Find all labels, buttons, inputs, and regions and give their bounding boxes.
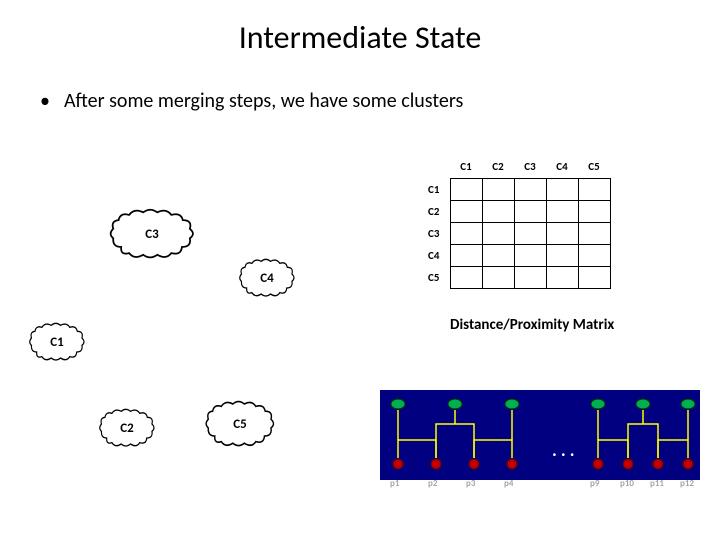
dendro-leaf-label: p4 [504, 478, 513, 489]
matrix-col-header: C2 [482, 156, 514, 178]
matrix-cell [450, 200, 482, 222]
dendro-leaf-label: p3 [466, 478, 475, 489]
matrix-cell [482, 222, 514, 244]
matrix-cell [514, 222, 546, 244]
matrix-cell [450, 266, 482, 288]
matrix-cell [482, 244, 514, 266]
dendrogram: . . . p1 p2 p3 p4 p9 p10 p11 p12 [380, 390, 700, 500]
dendro-leaf-label: p1 [390, 478, 399, 489]
dendro-leaf-label: p2 [428, 478, 437, 489]
matrix-cell [578, 222, 610, 244]
matrix-cell [546, 178, 578, 200]
matrix-cell [546, 244, 578, 266]
matrix-cell [514, 266, 546, 288]
matrix-cell [514, 178, 546, 200]
dendro-ellipsis: . . . [552, 439, 575, 461]
matrix-cell [450, 222, 482, 244]
matrix-col-header: C5 [578, 156, 610, 178]
matrix-col-header: C1 [450, 156, 482, 178]
cluster-c4: C4 [238, 258, 296, 298]
cluster-c1: C1 [28, 322, 86, 362]
matrix-cell [450, 178, 482, 200]
matrix-cell [546, 266, 578, 288]
matrix-cell [482, 200, 514, 222]
cluster-c2: C2 [98, 408, 156, 448]
matrix-cell [578, 178, 610, 200]
matrix-col-header: C4 [546, 156, 578, 178]
matrix-cell [514, 244, 546, 266]
matrix-cell [578, 200, 610, 222]
bullet-text: After some merging steps, we have some c… [64, 89, 463, 113]
dendro-leaf-label: p12 [680, 478, 694, 489]
matrix-cell [482, 266, 514, 288]
matrix-row-header: C3 [418, 222, 450, 244]
dendro-leaf-label: p9 [590, 478, 599, 489]
cluster-c3: C3 [108, 208, 196, 260]
bullet-line: • After some merging steps, we have some … [0, 57, 720, 113]
matrix-cell [578, 266, 610, 288]
matrix-cell [514, 200, 546, 222]
matrix-caption: Distance/Proximity Matrix [450, 316, 614, 334]
matrix-col-header: C3 [514, 156, 546, 178]
matrix-row-header: C1 [418, 178, 450, 200]
matrix-cell [546, 200, 578, 222]
bullet-dot: • [40, 89, 50, 113]
matrix-row-header: C2 [418, 200, 450, 222]
matrix-cell [546, 222, 578, 244]
matrix-cell [482, 178, 514, 200]
matrix-row-header: C4 [418, 244, 450, 266]
matrix-row-header: C5 [418, 266, 450, 288]
dendro-leaf-label: p11 [650, 478, 664, 489]
page-title: Intermediate State [0, 0, 720, 57]
proximity-matrix: C1C2C3C4C5C1C2C3C4C5 [418, 156, 611, 289]
matrix-cell [578, 244, 610, 266]
matrix-cell [450, 244, 482, 266]
dendro-leaf-label: p10 [620, 478, 634, 489]
cluster-c5: C5 [204, 400, 276, 448]
